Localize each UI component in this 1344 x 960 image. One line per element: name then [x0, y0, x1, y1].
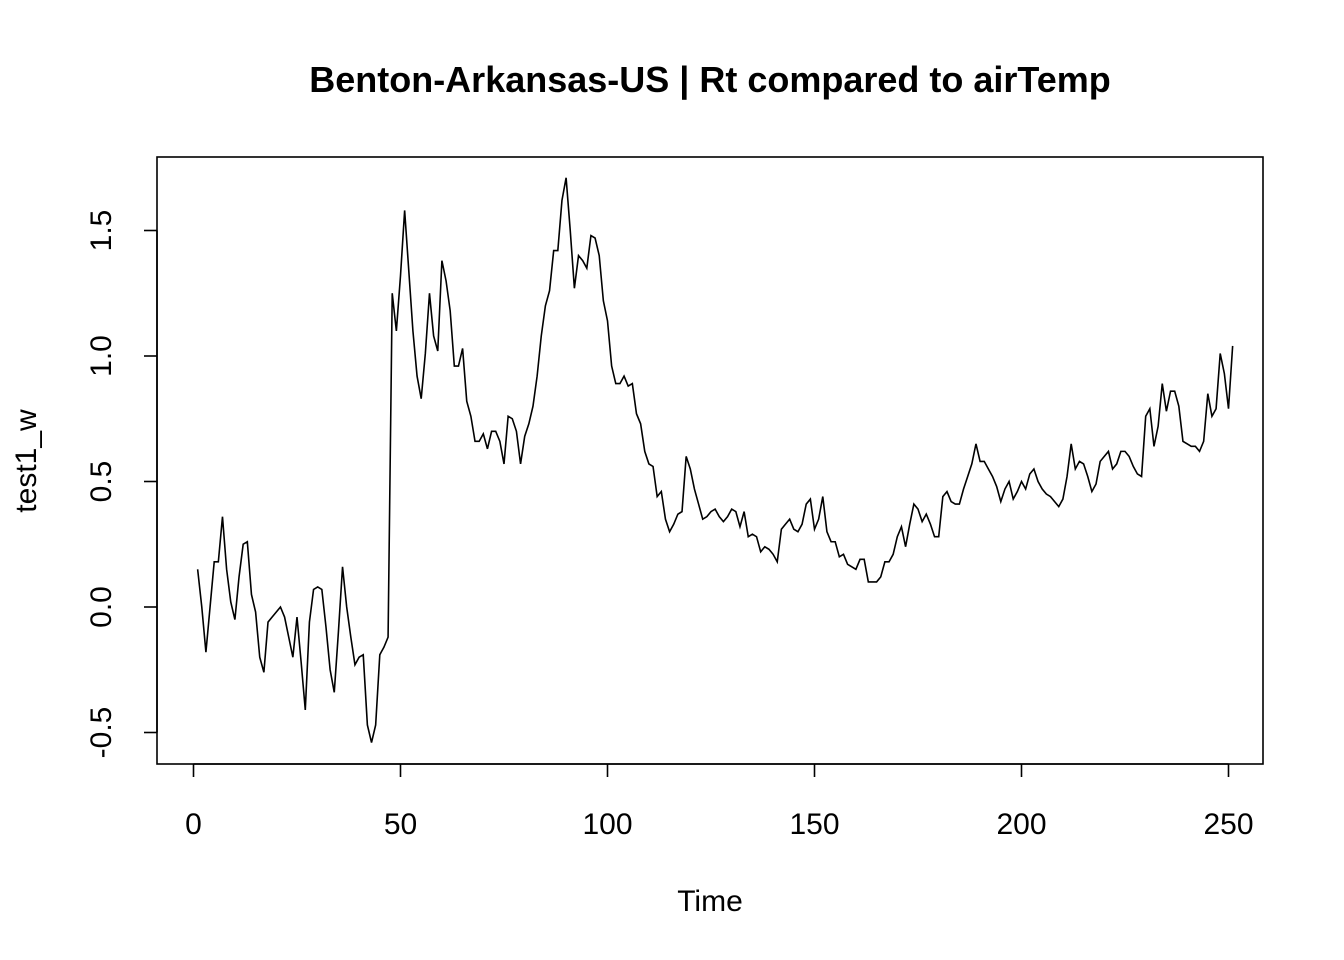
y-tick-label: 1.5: [85, 210, 118, 252]
y-tick-label: -0.5: [85, 707, 118, 759]
x-tick-label: 200: [996, 808, 1046, 841]
y-axis: -0.5 0.0 0.5 1.0 1.5: [85, 210, 158, 759]
y-tick-label: 0.0: [85, 586, 118, 628]
y-tick-label: 1.0: [85, 335, 118, 377]
x-axis: 0 50 100 150 200 250: [185, 763, 1254, 841]
y-tick-label: 0.5: [85, 461, 118, 503]
y-axis-label: test1_w: [10, 409, 43, 513]
plot-frame: [156, 156, 1264, 765]
x-tick-label: 50: [384, 808, 417, 841]
chart-title: Benton-Arkansas-US | Rt compared to airT…: [309, 59, 1111, 101]
x-axis-label: Time: [677, 885, 743, 918]
x-tick-label: 0: [185, 808, 202, 841]
x-tick-label: 150: [789, 808, 839, 841]
series-line: [196, 177, 1234, 743]
x-tick-label: 250: [1203, 808, 1253, 841]
x-tick-label: 100: [582, 808, 632, 841]
